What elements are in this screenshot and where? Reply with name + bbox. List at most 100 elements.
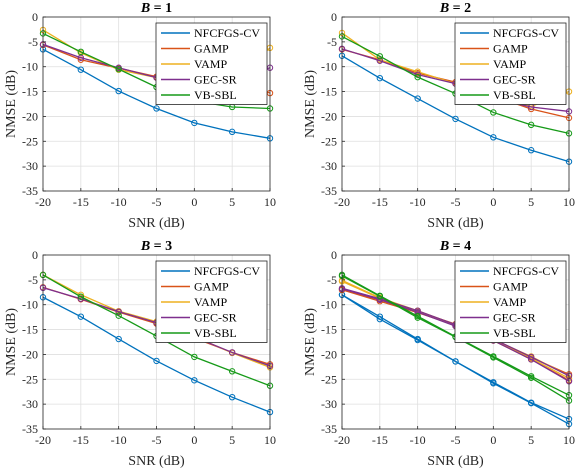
y-tick-label: -5 — [327, 35, 337, 49]
legend-label-nfcfgs-cv: NFCFGS-CV — [194, 26, 260, 40]
y-tick-label: -15 — [22, 85, 38, 99]
x-tick-label: -15 — [372, 433, 388, 447]
legend-label-vb-sbl: VB-SBL — [493, 326, 536, 340]
x-tick-label: -10 — [410, 433, 426, 447]
subplot-title: B = 3 — [140, 239, 172, 254]
x-tick-label: 5 — [229, 433, 235, 447]
subplot-1: -20 -15 -10 -5 0 5 10 0 -5 -10 -15 -20 -25 -30 -35 SNR … — [4, 1, 276, 231]
y-tick-label: 0 — [331, 248, 337, 262]
x-tick-label: -15 — [73, 195, 89, 209]
x-tick-label: -15 — [73, 433, 89, 447]
legend-label-vamp: VAMP — [194, 295, 227, 309]
data-point-gec-sr — [77, 54, 85, 61]
data-point-gec-sr — [376, 296, 384, 303]
y-tick-label: 0 — [32, 10, 38, 24]
legend-label-vamp: VAMP — [493, 295, 526, 309]
data-point-gec-sr — [376, 57, 384, 64]
y-axis-label: NMSE (dB) — [303, 308, 318, 376]
data-point-vb-sbl — [115, 66, 122, 73]
data-point-nfcfgs-cv — [153, 105, 160, 112]
y-tick-label: -5 — [28, 273, 38, 287]
legend-label-gamp: GAMP — [194, 280, 229, 294]
data-point-nfcfgs-cv — [452, 358, 459, 365]
data-point-nfcfgs-cv — [376, 313, 384, 320]
legend-label-nfcfgs-cv: NFCFGS-CV — [493, 264, 559, 278]
x-tick-label: 10 — [563, 195, 575, 209]
y-tick-label: -25 — [321, 134, 337, 148]
y-axis-label: NMSE (dB) — [303, 70, 318, 138]
data-point-vb-sbl — [490, 354, 497, 361]
x-tick-label: -10 — [111, 195, 127, 209]
data-point-vb-sbl — [228, 368, 236, 375]
x-axis-label: SNR (dB) — [427, 216, 484, 231]
data-point-nfcfgs-cv — [77, 313, 85, 320]
data-point-gec-sr — [115, 308, 122, 315]
data-point-nfcfgs-cv — [414, 335, 421, 343]
y-tick-label: -20 — [321, 109, 337, 123]
data-point-nfcfgs-cv — [191, 377, 198, 384]
data-point-nfcfgs-cv — [527, 399, 535, 406]
legend-label-gamp: GAMP — [194, 42, 229, 56]
legend-label-nfcfgs-cv: NFCFGS-CV — [493, 26, 559, 40]
x-tick-label: -5 — [152, 433, 162, 447]
data-point-nfcfgs-cv — [115, 335, 122, 343]
y-tick-label: -15 — [22, 323, 38, 337]
legend-label-gec-sr: GEC-SR — [194, 73, 237, 87]
x-tick-label: 0 — [191, 433, 197, 447]
legend-label-gec-sr: GEC-SR — [493, 311, 536, 325]
y-tick-label: -35 — [321, 422, 337, 436]
x-tick-label: 5 — [229, 195, 235, 209]
y-tick-label: -20 — [321, 347, 337, 361]
data-point-nfcfgs-cv — [228, 393, 236, 401]
y-tick-label: -10 — [22, 60, 38, 74]
x-tick-label: -5 — [451, 195, 461, 209]
x-tick-label: 0 — [191, 195, 197, 209]
y-tick-label: -15 — [321, 85, 337, 99]
legend-label-gec-sr: GEC-SR — [194, 311, 237, 325]
x-axis-label: SNR (dB) — [128, 454, 185, 469]
x-tick-label: -5 — [451, 433, 461, 447]
legend-label-vb-sbl: VB-SBL — [493, 88, 536, 102]
y-tick-label: -25 — [22, 134, 38, 148]
y-axis-label: NMSE (dB) — [4, 70, 19, 138]
series-line-nfcfgs-cv — [42, 296, 271, 413]
x-tick-label: 5 — [528, 195, 534, 209]
legend-label-gec-sr: GEC-SR — [493, 73, 536, 87]
x-tick-label: -20 — [334, 433, 350, 447]
x-tick-label: 5 — [528, 433, 534, 447]
y-tick-label: -30 — [321, 397, 337, 411]
x-tick-label: -10 — [410, 195, 426, 209]
series-line-nfcfgs-cv — [341, 55, 570, 163]
legend-label-vb-sbl: VB-SBL — [194, 88, 237, 102]
subplot-title: B = 2 — [439, 1, 471, 16]
data-point-vb-sbl — [527, 121, 535, 129]
legend-box — [454, 260, 567, 343]
data-point-vb-sbl — [527, 374, 535, 381]
data-point-nfcfgs-cv — [153, 357, 160, 365]
y-tick-label: -35 — [22, 184, 38, 198]
x-tick-label: -20 — [334, 195, 350, 209]
subplot-3: -20 -15 -10 -5 0 5 10 0 -5 -10 -15 -20 -25 -30 -35 SNR … — [4, 239, 276, 469]
y-tick-label: -10 — [22, 298, 38, 312]
x-tick-label: -10 — [111, 433, 127, 447]
y-tick-label: -5 — [327, 273, 337, 287]
x-tick-label: 10 — [264, 433, 276, 447]
y-tick-label: -15 — [321, 323, 337, 337]
x-tick-label: 10 — [563, 433, 575, 447]
subplot-2: -20 -15 -10 -5 0 5 10 0 -5 -10 -15 -20 -25 -30 -35 SNR … — [303, 1, 575, 231]
y-tick-label: -25 — [321, 372, 337, 386]
legend-label-vamp: VAMP — [493, 57, 526, 71]
data-point-nfcfgs-cv — [77, 66, 85, 73]
x-tick-label: -20 — [35, 433, 51, 447]
data-point-vb-sbl — [77, 293, 85, 300]
legend-label-vb-sbl: VB-SBL — [194, 326, 237, 340]
y-tick-label: -30 — [321, 159, 337, 173]
y-tick-label: -20 — [22, 109, 38, 123]
data-point-vb-sbl — [414, 73, 421, 81]
legend-label-nfcfgs-cv: NFCFGS-CV — [194, 264, 260, 278]
data-point-gamp — [77, 56, 85, 63]
data-point-nfcfgs-cv — [490, 134, 497, 141]
subplot-title: B = 1 — [140, 1, 172, 16]
